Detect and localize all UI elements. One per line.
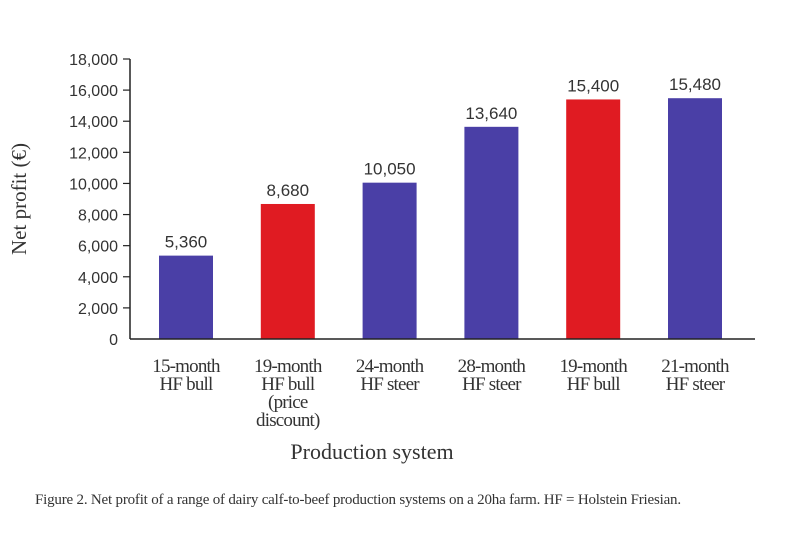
category-label: HF bull <box>160 374 214 395</box>
bar <box>566 99 621 339</box>
category-label: 19-month <box>254 356 323 377</box>
y-tick-label: 0 <box>109 332 118 349</box>
category-label: HF steer <box>666 374 726 395</box>
value-label: 8,680 <box>267 181 310 200</box>
bar <box>464 126 519 339</box>
y-tick-label: 12,000 <box>69 145 118 162</box>
bar <box>159 255 213 339</box>
category-label: discount) <box>256 410 320 431</box>
value-label: 5,360 <box>165 233 208 252</box>
bar <box>668 98 722 339</box>
y-tick-label: 16,000 <box>69 83 118 100</box>
y-tick-label: 6,000 <box>78 239 118 256</box>
category-label: HF steer <box>360 374 420 395</box>
category-label: 28-month <box>458 356 527 377</box>
y-axis-title: Net profit (€) <box>7 143 31 255</box>
y-tick-label: 2,000 <box>78 301 118 318</box>
bar <box>362 182 417 339</box>
category-label: 19-month <box>559 356 628 377</box>
y-tick-label: 4,000 <box>78 270 118 287</box>
y-tick-label: 8,000 <box>78 208 118 225</box>
y-tick-label: 18,000 <box>69 52 118 69</box>
category-label: HF bull <box>261 374 315 395</box>
value-label: 10,050 <box>364 160 416 179</box>
value-label: 15,400 <box>567 76 619 95</box>
x-axis-title: Production system <box>290 439 453 464</box>
y-tick-label: 10,000 <box>69 176 118 193</box>
y-tick-label: 14,000 <box>69 114 118 131</box>
category-label: HF bull <box>567 374 621 395</box>
category-label: HF steer <box>462 374 522 395</box>
category-label: (price <box>268 392 308 413</box>
bar <box>260 203 315 339</box>
category-label: 15-month <box>152 356 221 377</box>
category-label: 21-month <box>661 356 730 377</box>
value-label: 15,480 <box>669 75 721 94</box>
value-label: 13,640 <box>465 104 517 123</box>
figure-caption: Figure 2. Net profit of a range of dairy… <box>35 492 681 508</box>
category-label: 24-month <box>356 356 425 377</box>
